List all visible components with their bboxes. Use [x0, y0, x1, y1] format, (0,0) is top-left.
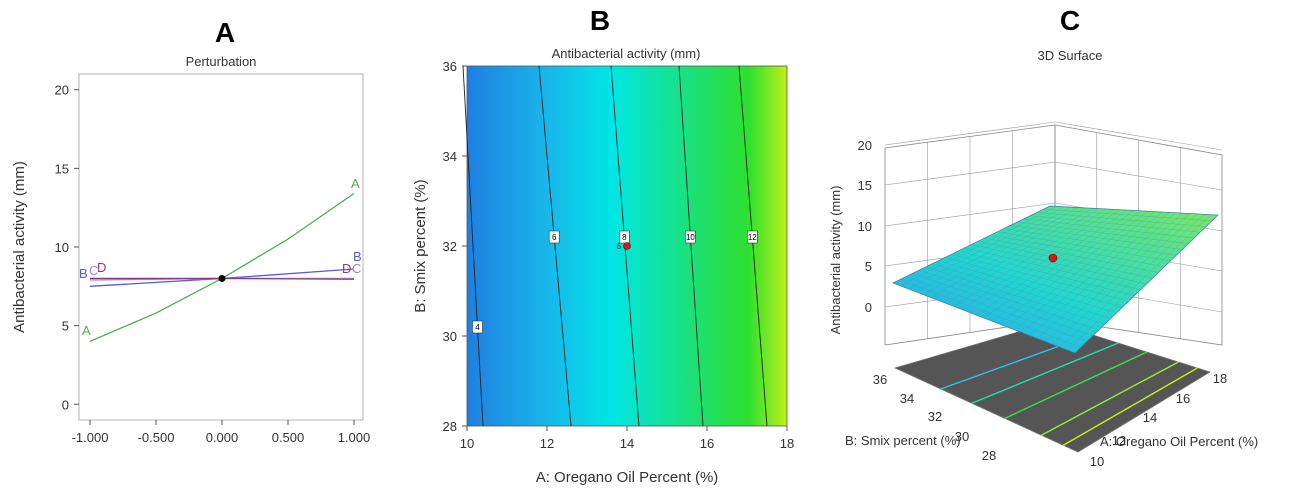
panel-b-x-tick-label: 10 — [460, 436, 474, 451]
panel-b-contour-label: 8 — [622, 233, 627, 242]
panel-a-perturbation: Perturbation Antibacterial activity (mm)… — [11, 54, 370, 445]
panel-c-y-tick-label: 30 — [955, 429, 969, 444]
panel-c-y-tick-label: 28 — [982, 448, 996, 463]
panel-b-y-axis-label: B: Smix percent (%) — [412, 179, 429, 312]
panel-b-y-tick-label: 28 — [443, 419, 457, 434]
panel-c-3d-surface: 3D Surface Antibacterial activity (mm) B… — [828, 48, 1258, 469]
panel-c-gridline-left — [884, 121, 1056, 146]
panel-c-floor-contour — [1004, 351, 1148, 420]
panel-c-surface — [892, 205, 1219, 354]
panel-a-center-point — [218, 274, 226, 282]
panel-a-y-axis-label: Antibacterial activity (mm) — [11, 161, 28, 333]
panel-c-floor — [893, 321, 1211, 453]
panel-c-z-tick-label: 20 — [858, 138, 872, 153]
panel-b-contour-label-box — [472, 320, 483, 334]
panel-c-surface-mesh — [1036, 212, 1207, 227]
panel-a-y-tick-label: 15 — [55, 161, 69, 176]
panel-b-contour-label-box — [746, 230, 758, 244]
panel-c-surface-mesh — [1030, 215, 1201, 233]
panel-b-contour-label-box — [548, 230, 560, 244]
panel-a-curve-label-left-b: B — [79, 266, 88, 281]
panel-b-contour-label: 12 — [748, 233, 757, 242]
panel-b-x-tick-label: 12 — [540, 436, 554, 451]
panel-c-gridline-right — [1054, 121, 1223, 151]
panel-b-x-axis-label: A: Oregano Oil Percent (%) — [536, 469, 719, 486]
panel-c-x-tick-label: 16 — [1176, 391, 1190, 406]
panel-a-x-tick-label: -0.500 — [138, 430, 175, 445]
panel-c-x-axis-label: A: Oregano Oil Percent (%) — [1100, 434, 1258, 449]
panel-a-x-tick-label: 0.000 — [206, 430, 239, 445]
panel-a-curve-label-left-a: A — [82, 323, 91, 338]
panel-letter-b: B — [590, 5, 610, 36]
panel-a-y-tick-label: 5 — [62, 319, 69, 334]
panel-b-y-tick-label: 36 — [443, 59, 457, 74]
panel-c-x-tick-label: 10 — [1090, 454, 1104, 469]
panel-c-x-tick-label: 14 — [1143, 410, 1157, 425]
panel-a-x-tick-label: -1.000 — [72, 430, 109, 445]
panel-c-surface-mesh — [1023, 218, 1195, 239]
panel-a-curve-label-right-c: C — [352, 261, 361, 276]
panel-b-design-point — [623, 242, 631, 250]
panel-c-surface-mesh — [1043, 209, 1213, 221]
panel-b-title: Antibacterial activity (mm) — [552, 46, 701, 61]
panel-b-contour-label-box — [618, 230, 630, 244]
panel-c-surface-mesh — [1059, 214, 1205, 348]
panel-letter-a: A — [215, 17, 235, 48]
panel-b-design-point-label: 6 — [617, 242, 622, 251]
panel-a-curve-label-left-d: D — [97, 260, 106, 275]
panel-b-contour: Antibacterial activity (mm) A: Oregano O… — [412, 46, 794, 486]
panel-c-x-tick-label: 12 — [1112, 433, 1126, 448]
panel-c-design-point — [1048, 253, 1058, 263]
panel-a-y-tick-label: 0 — [62, 397, 69, 412]
panel-b-x-tick-label: 14 — [620, 436, 634, 451]
panel-b-y-tick-label: 32 — [443, 239, 457, 254]
panel-a-x-tick-label: 0.500 — [272, 430, 305, 445]
panel-b-contour-line-12 — [738, 65, 768, 427]
panel-a-title: Perturbation — [186, 54, 257, 69]
panel-c-z-tick-label: 10 — [858, 219, 872, 234]
panel-b-contour-label: 10 — [686, 233, 695, 242]
panel-a-series-a — [89, 192, 355, 342]
panel-c-title: 3D Surface — [1037, 48, 1102, 63]
panel-b-y-tick-label: 34 — [443, 149, 457, 164]
panel-a-frame — [78, 73, 364, 421]
panel-b-contour-label-box — [685, 230, 696, 244]
panel-c-floor-contour — [1063, 367, 1198, 446]
panel-letter-c: C — [1060, 5, 1080, 36]
panel-a-curve-label-left-c: C — [89, 263, 98, 278]
panel-a-y-tick-label: 10 — [55, 240, 69, 255]
panel-b-x-tick-label: 18 — [780, 436, 794, 451]
panel-c-floor-contour — [1041, 361, 1179, 436]
panel-b-contour-line-4 — [462, 65, 484, 427]
panel-c-surface-mesh — [1052, 213, 1198, 345]
panel-b-contour-line-6 — [538, 65, 572, 427]
panel-c-y-tick-label: 36 — [873, 372, 887, 387]
panel-c-x-tick-label: 18 — [1213, 371, 1227, 386]
panel-c-z-axis-label: Antibacterial activity (mm) — [828, 186, 843, 335]
panel-a-curve-label-right-d: D — [342, 261, 351, 276]
panel-c-z-tick-label: 15 — [858, 178, 872, 193]
panel-a-curve-label-right-b: B — [353, 249, 362, 264]
panel-c-z-tick-label: 5 — [865, 259, 872, 274]
panel-b-contour-label: 6 — [552, 233, 557, 242]
panel-c-surface-mesh — [1067, 214, 1212, 351]
panel-c-y-tick-label: 32 — [928, 409, 942, 424]
panel-a-x-tick-label: 1.000 — [338, 430, 371, 445]
panel-c-floor-contour — [971, 342, 1119, 404]
panel-b-contour-label: 4 — [475, 323, 480, 332]
panel-c-z-tick-label: 0 — [865, 300, 872, 315]
panel-b-contour-line-10 — [678, 65, 704, 427]
panel-c-y-tick-label: 34 — [900, 391, 914, 406]
panel-b-y-tick-label: 30 — [443, 329, 457, 344]
panel-c-y-axis-label: B: Smix percent (%) — [845, 433, 961, 448]
panel-b-x-tick-label: 16 — [700, 436, 714, 451]
panel-a-y-tick-label: 20 — [55, 83, 69, 98]
panel-a-curve-label-right-a: A — [351, 176, 360, 191]
